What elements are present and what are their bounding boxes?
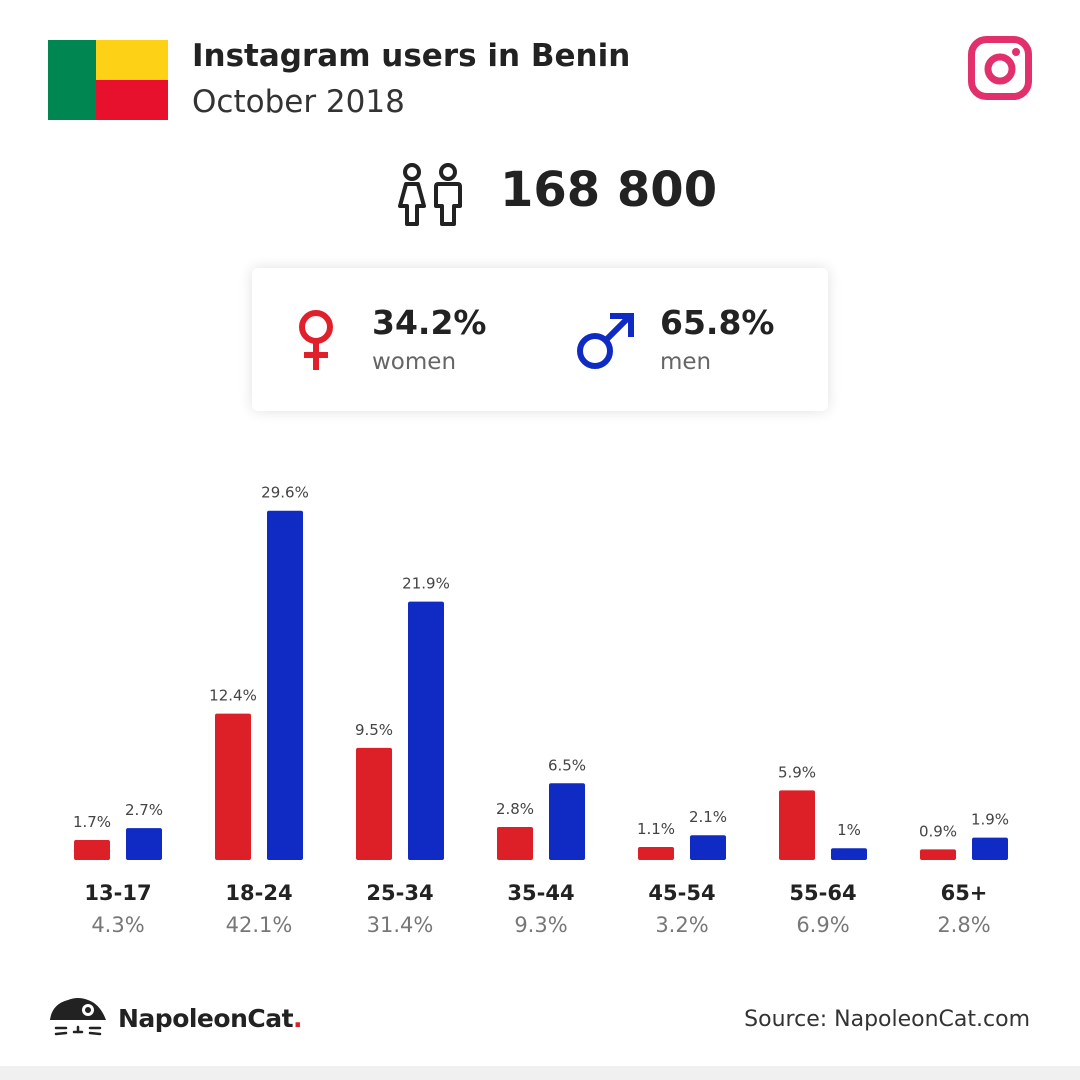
bottom-strip — [0, 1066, 1080, 1080]
source-text: Source: NapoleonCat.com — [744, 1007, 1030, 1032]
category-total-label: 6.9% — [796, 913, 849, 937]
bar-women-25-34 — [356, 747, 392, 860]
brand-name-text: NapoleonCat — [118, 1004, 294, 1033]
category-total-label: 4.3% — [91, 913, 144, 937]
bar-men-55-64 — [831, 848, 867, 860]
flag-red-band — [96, 80, 168, 120]
bar-value-label: 29.6% — [261, 484, 309, 502]
napoleoncat-logo-icon — [50, 998, 106, 1036]
bar-men-65+ — [972, 837, 1008, 860]
page-title: Instagram users in Benin — [192, 38, 631, 74]
bar-value-label: 0.9% — [919, 822, 957, 840]
male-symbol-icon — [577, 313, 634, 369]
bar-women-65+ — [920, 849, 956, 860]
category-label: 18-24 — [225, 881, 292, 905]
brand-name: NapoleonCat. — [118, 1004, 303, 1033]
women-percent: 34.2% — [372, 303, 487, 342]
benin-flag — [48, 40, 168, 120]
bar-women-18-24 — [215, 713, 251, 860]
category-label: 13-17 — [84, 881, 151, 905]
category-label: 25-34 — [366, 881, 433, 905]
bar-value-label: 2.1% — [689, 808, 727, 826]
bar-value-label: 1.1% — [637, 820, 675, 838]
bar-women-13-17 — [74, 839, 110, 860]
bar-women-45-54 — [638, 847, 674, 860]
bar-men-25-34 — [408, 601, 444, 860]
page-subtitle: October 2018 — [192, 84, 405, 120]
bar-value-label: 9.5% — [355, 721, 393, 739]
category-label: 65+ — [941, 881, 988, 905]
women-label: women — [372, 349, 457, 375]
category-label: 35-44 — [507, 881, 574, 905]
bar-value-label: 1% — [837, 821, 861, 839]
bar-value-label: 1.9% — [971, 811, 1009, 829]
gender-card — [252, 268, 828, 411]
bar-men-45-54 — [690, 835, 726, 860]
bar-value-label: 2.7% — [125, 801, 163, 819]
brand-dot: . — [293, 1004, 303, 1033]
category-label: 55-64 — [789, 881, 856, 905]
bar-women-55-64 — [779, 790, 815, 860]
bar-value-label: 5.9% — [778, 763, 816, 781]
people-icon — [398, 163, 462, 226]
bar-men-18-24 — [267, 510, 303, 860]
category-label: 45-54 — [648, 881, 715, 905]
category-total-label: 9.3% — [514, 913, 567, 937]
age-gender-bar-chart: 1.7% 2.7% 13-17 4.3% 12.4% 29.6% 18-24 42.1% 9.5… — [73, 484, 1009, 937]
category-total-label: 2.8% — [937, 913, 990, 937]
instagram-icon — [968, 36, 1032, 100]
bar-value-label: 1.7% — [73, 813, 111, 831]
men-label: men — [660, 349, 712, 375]
bar-men-13-17 — [126, 828, 162, 860]
total-users: 168 800 — [500, 162, 718, 218]
bar-men-35-44 — [549, 783, 585, 860]
bar-value-label: 12.4% — [209, 687, 257, 705]
flag-yellow-band — [96, 40, 168, 80]
category-total-label: 31.4% — [367, 913, 434, 937]
bar-value-label: 2.8% — [496, 800, 534, 818]
female-symbol-icon — [299, 310, 333, 370]
men-percent: 65.8% — [660, 303, 775, 342]
category-total-label: 3.2% — [655, 913, 708, 937]
bar-value-label: 6.5% — [548, 756, 586, 774]
bar-women-35-44 — [497, 826, 533, 860]
category-total-label: 42.1% — [226, 913, 293, 937]
flag-green-band — [48, 40, 96, 120]
bar-value-label: 21.9% — [402, 575, 450, 593]
